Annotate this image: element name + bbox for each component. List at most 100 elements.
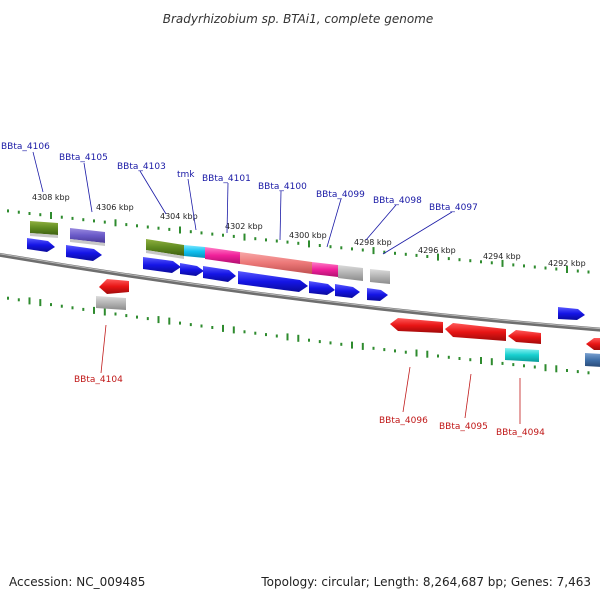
major-tick [308, 240, 310, 248]
minor-tick [351, 247, 353, 251]
minor-tick [383, 250, 386, 254]
minor-tick [458, 258, 461, 262]
feature-block[interactable] [205, 247, 240, 264]
cds-forward-arrow[interactable] [27, 238, 55, 252]
feature-block[interactable] [505, 348, 539, 362]
minor-tick [576, 370, 579, 374]
minor-tick [480, 260, 482, 264]
scale-label: 4304 kbp [160, 212, 198, 221]
minor-tick [103, 220, 106, 224]
cds-reverse-arrow[interactable] [586, 338, 600, 350]
cds-arrows-forward [27, 238, 585, 320]
gene-label[interactable]: BBta_4095 [439, 422, 488, 432]
gene-label[interactable]: BBta_4103 [117, 162, 166, 172]
scale-label: 4298 kbp [354, 238, 392, 247]
major-tick [297, 334, 300, 342]
gene-label[interactable]: BBta_4094 [496, 428, 545, 438]
gene-label[interactable]: tmk [177, 170, 195, 180]
feature-block[interactable] [370, 269, 390, 284]
major-tick [544, 364, 547, 372]
minor-tick [93, 219, 95, 223]
major-tick [286, 333, 289, 341]
cds-forward-arrow[interactable] [203, 266, 236, 282]
feature-block[interactable] [70, 239, 105, 246]
feature-block[interactable] [30, 221, 58, 235]
cds-reverse-arrow[interactable] [445, 323, 506, 341]
minor-tick [146, 317, 149, 321]
minor-tick [275, 239, 278, 243]
cds-forward-arrow[interactable] [238, 271, 308, 292]
cds-forward-arrow[interactable] [143, 257, 181, 273]
lower-scale-ticks [7, 296, 590, 375]
major-tick [555, 365, 558, 373]
minor-tick [189, 230, 192, 234]
cds-forward-arrow[interactable] [558, 307, 585, 320]
gene-label[interactable]: BBta_4106 [1, 142, 50, 152]
gene-label[interactable]: BBta_4100 [258, 182, 307, 192]
feature-block[interactable] [70, 228, 105, 243]
gene-label[interactable]: BBta_4099 [316, 190, 365, 200]
minor-tick [189, 323, 192, 327]
feature-block[interactable] [96, 296, 126, 310]
major-tick [490, 358, 493, 366]
scale-label: 4300 kbp [289, 231, 327, 240]
cds-reverse-arrow[interactable] [390, 318, 443, 333]
cds-reverse-arrow[interactable] [99, 279, 129, 294]
gene-label[interactable]: BBta_4104 [74, 375, 123, 385]
feature-block[interactable] [240, 252, 312, 274]
minor-tick [232, 234, 235, 238]
minor-tick [222, 233, 224, 237]
minor-tick [200, 324, 203, 328]
minor-tick [200, 231, 203, 235]
genome-summary-label: Topology: circular; Length: 8,264,687 bp… [261, 575, 591, 589]
feature-block[interactable] [146, 239, 184, 256]
cds-forward-arrow[interactable] [180, 263, 204, 276]
scale-label: 4296 kbp [418, 246, 456, 255]
gene-label[interactable]: BBta_4105 [59, 153, 108, 163]
minor-tick [39, 213, 42, 217]
minor-tick [523, 364, 525, 368]
gene-label[interactable]: BBta_4096 [379, 416, 428, 426]
minor-tick [490, 261, 493, 265]
cds-forward-arrow[interactable] [335, 284, 360, 298]
feature-block[interactable] [585, 353, 600, 367]
scale-label: 4302 kbp [225, 222, 263, 231]
minor-tick [17, 210, 20, 214]
minor-tick [60, 304, 63, 308]
gene-label[interactable]: BBta_4098 [373, 196, 422, 206]
gene-label[interactable]: BBta_4097 [429, 203, 478, 213]
minor-tick [308, 338, 310, 342]
major-tick [480, 357, 482, 364]
feature-block[interactable] [184, 245, 205, 258]
major-tick [114, 219, 117, 227]
minor-tick [426, 255, 429, 258]
minor-tick [125, 223, 128, 227]
minor-tick [7, 296, 9, 300]
feature-block[interactable] [312, 262, 338, 277]
minor-tick [71, 216, 74, 220]
minor-tick [254, 331, 257, 335]
cds-forward-arrow[interactable] [309, 281, 335, 295]
major-tick [168, 317, 171, 325]
major-tick [426, 350, 429, 358]
feature-block[interactable] [30, 233, 58, 238]
feature-blocks-forward [30, 221, 390, 284]
feature-block[interactable] [146, 250, 184, 259]
minor-tick [179, 321, 181, 325]
minor-tick [361, 248, 364, 252]
minor-tick [587, 270, 590, 274]
feature-block[interactable] [338, 265, 363, 281]
minor-tick [157, 226, 160, 230]
minor-tick [447, 257, 450, 261]
gene-label[interactable]: BBta_4101 [202, 174, 251, 184]
cds-reverse-arrow[interactable] [508, 330, 541, 344]
major-tick [501, 259, 504, 267]
minor-tick [265, 238, 267, 242]
major-tick [232, 326, 235, 334]
cds-forward-arrow[interactable] [367, 288, 388, 301]
map-title: Bradyrhizobium sp. BTAi1, complete genom… [163, 12, 433, 26]
minor-tick [372, 346, 375, 350]
minor-tick [404, 252, 407, 256]
cds-forward-arrow[interactable] [66, 245, 102, 261]
minor-tick [7, 209, 9, 213]
